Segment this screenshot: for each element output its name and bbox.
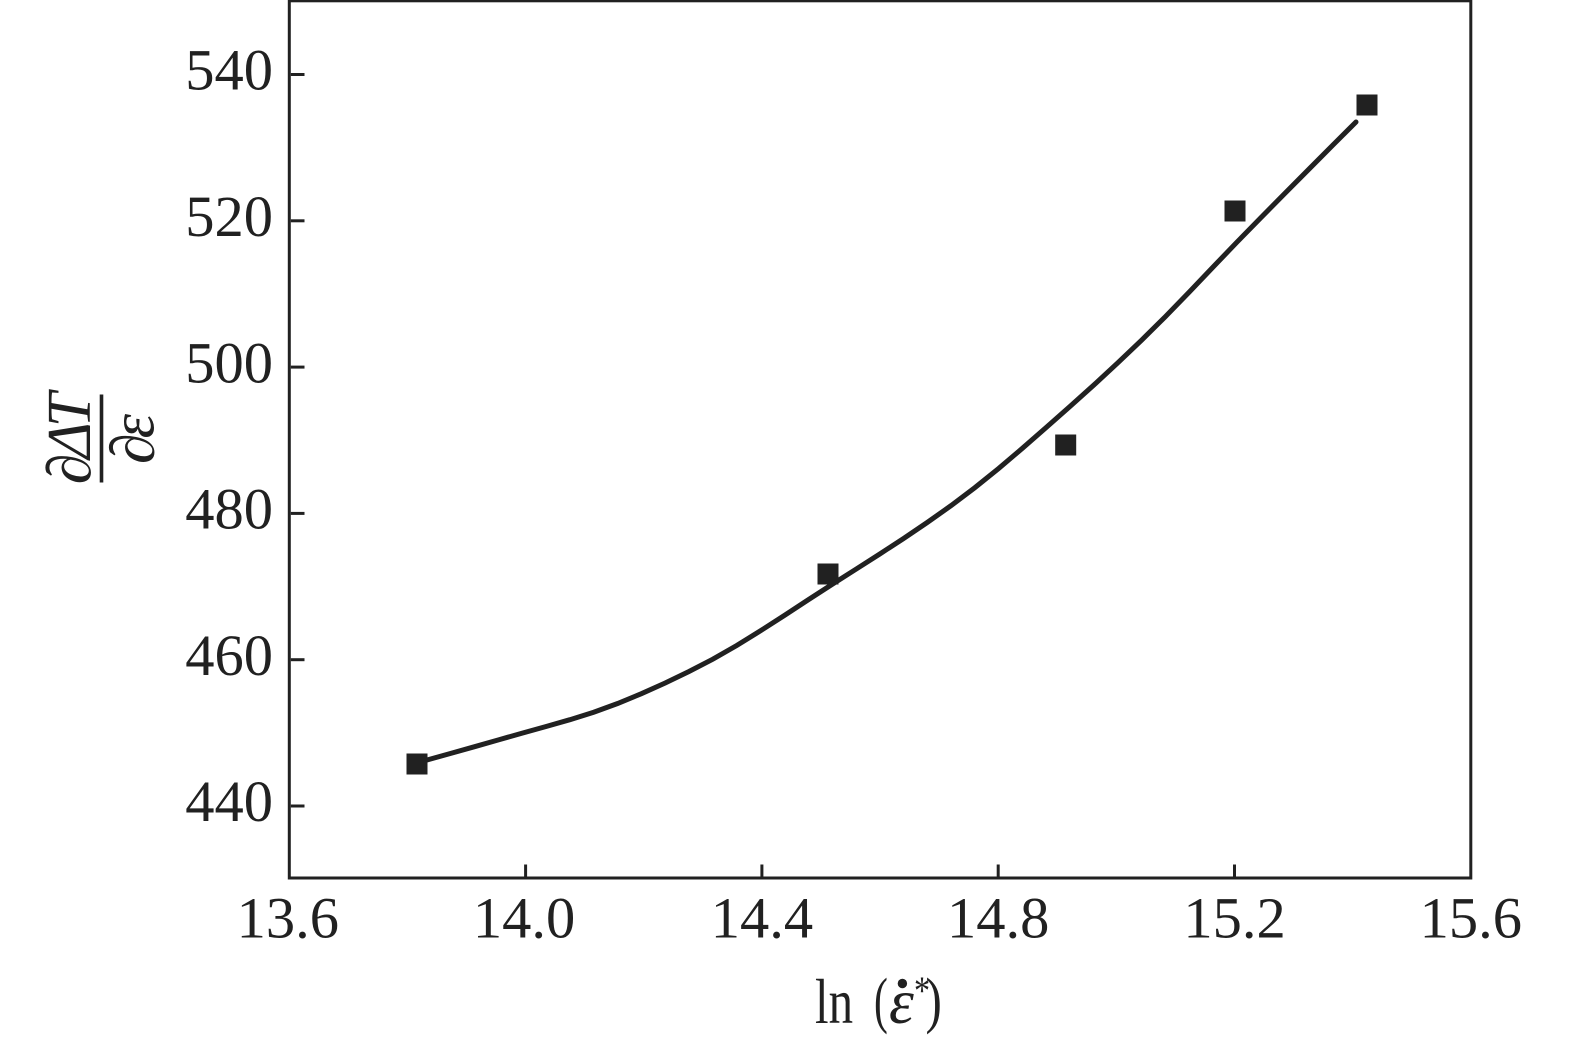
svg-text:15.2: 15.2 xyxy=(1183,886,1285,951)
svg-text:15.6: 15.6 xyxy=(1420,886,1522,951)
svg-text:440: 440 xyxy=(185,769,273,834)
svg-text:14.4: 14.4 xyxy=(711,886,813,951)
svg-text:): ) xyxy=(926,966,942,1035)
svg-text:∂ΔT: ∂ΔT xyxy=(36,388,104,484)
svg-text:14.8: 14.8 xyxy=(947,886,1049,951)
svg-text:∂ε: ∂ε xyxy=(100,413,168,464)
svg-text:*︎: *︎ xyxy=(914,969,930,1013)
svg-text:ln: ln xyxy=(815,967,853,1037)
svg-text:14.0: 14.0 xyxy=(473,886,575,951)
svg-text:ε: ε xyxy=(889,967,914,1037)
svg-text:(: ( xyxy=(874,964,888,1035)
svg-text:500: 500 xyxy=(185,330,273,395)
svg-text:480: 480 xyxy=(185,477,273,542)
svg-text:13.6: 13.6 xyxy=(237,886,339,951)
svg-text:540: 540 xyxy=(185,38,273,103)
svg-text:520: 520 xyxy=(185,184,273,249)
svg-text:460: 460 xyxy=(185,623,273,688)
